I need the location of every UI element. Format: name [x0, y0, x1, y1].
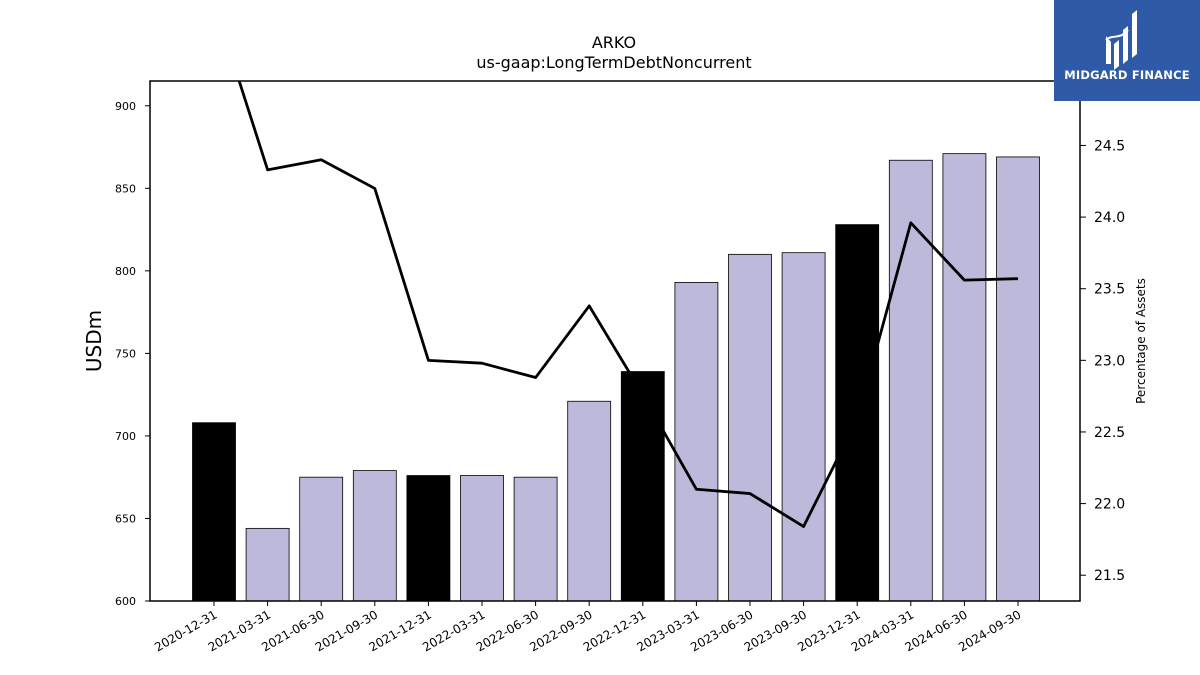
chart-subtitle: us-gaap:LongTermDebtNoncurrent: [476, 53, 751, 72]
bar-2023-03-31: [674, 281, 719, 602]
y2-tick-label: 23.0: [1094, 353, 1125, 369]
y-tick-label: 650: [115, 512, 136, 525]
y-axis-right: 21.5 22.0 22.5 23.0 23.5 24.0 24.5: [1080, 138, 1125, 584]
bar-2021-12-31: [406, 475, 451, 602]
bars: [192, 153, 1040, 602]
y2-tick-label: 22.0: [1094, 497, 1125, 513]
y2-axis-label: Percentage of Assets: [1134, 278, 1148, 404]
bar-2023-09-30: [781, 252, 826, 602]
bar-2023-06-30: [728, 253, 772, 602]
y-tick-label: 800: [115, 265, 136, 278]
bar-2023-12-31: [835, 224, 880, 602]
percentage-line: [237, 81, 1019, 528]
logo-text: MIDGARD FINANCE: [1064, 68, 1190, 82]
y-tick-label: 900: [115, 100, 136, 113]
y-axis-label: USDm: [82, 310, 106, 372]
chart-title: ARKO: [592, 33, 636, 52]
y-tick-label: 700: [115, 430, 136, 443]
logo-mark-icon: [1105, 10, 1137, 70]
bar-2024-03-31: [888, 159, 933, 602]
y2-tick-label: 23.5: [1094, 282, 1125, 298]
bar-2020-12-31: [192, 422, 236, 602]
bar-2021-06-30: [299, 476, 344, 602]
y2-tick-label: 24.5: [1094, 138, 1125, 154]
bar-2024-09-30: [996, 156, 1040, 602]
bar-2022-06-30: [513, 476, 558, 602]
percentage-series-line: [237, 81, 1019, 528]
plot-frame: [149, 80, 1081, 602]
bar-2024-06-30: [942, 153, 987, 602]
y2-tick-label: 21.5: [1094, 568, 1125, 584]
bar-2022-12-31: [620, 371, 665, 602]
y-axis-left: 600 650 700 750 800 850 900: [115, 100, 150, 608]
bar-2022-09-30: [567, 400, 612, 602]
x-axis: 2020-12-312021-03-312021-06-302021-09-30…: [152, 601, 1024, 654]
y-tick-label: 600: [115, 595, 136, 608]
bar-2022-03-31: [460, 475, 504, 602]
y-tick-label: 750: [115, 347, 136, 360]
y2-tick-label: 22.5: [1094, 425, 1125, 441]
y2-tick-label: 24.0: [1094, 210, 1125, 226]
y-tick-label: 850: [115, 182, 136, 195]
bar-2021-09-30: [352, 470, 397, 602]
bar-2021-03-31: [245, 527, 290, 602]
midgard-finance-logo: MIDGARD FINANCE: [1054, 0, 1200, 101]
